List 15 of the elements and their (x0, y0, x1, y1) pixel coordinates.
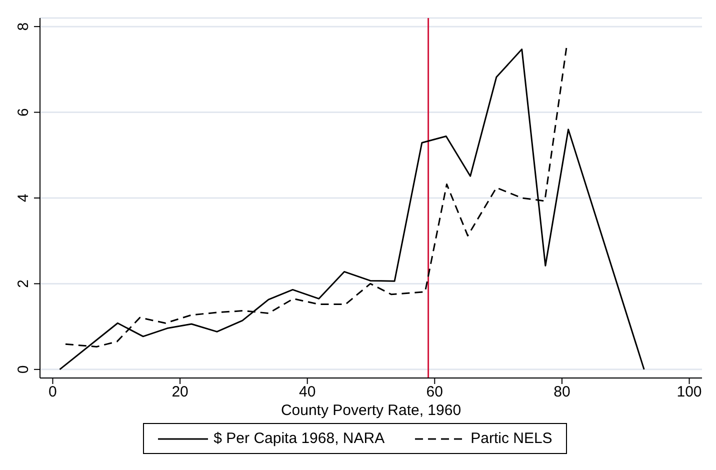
legend-label: $ Per Capita 1968, NARA (212, 430, 385, 447)
y-tick-label: 6 (15, 108, 32, 116)
x-tick-label: 40 (299, 384, 316, 401)
legend-label: Partic NELS (470, 430, 552, 447)
y-tick-label: 4 (15, 194, 32, 202)
x-tick-label: 20 (172, 384, 188, 401)
line-series (58, 48, 645, 370)
x-axis-title: County Poverty Rate, 1960 (280, 402, 462, 419)
x-tick-label: 80 (554, 384, 570, 401)
y-tick-label: 0 (15, 365, 32, 374)
x-tick-label: 0 (48, 384, 57, 401)
x-tick-label: 100 (676, 384, 702, 401)
y-tick-label: 8 (15, 22, 32, 31)
x-tick-label: 60 (426, 384, 443, 401)
y-tick-label: 2 (15, 280, 32, 288)
